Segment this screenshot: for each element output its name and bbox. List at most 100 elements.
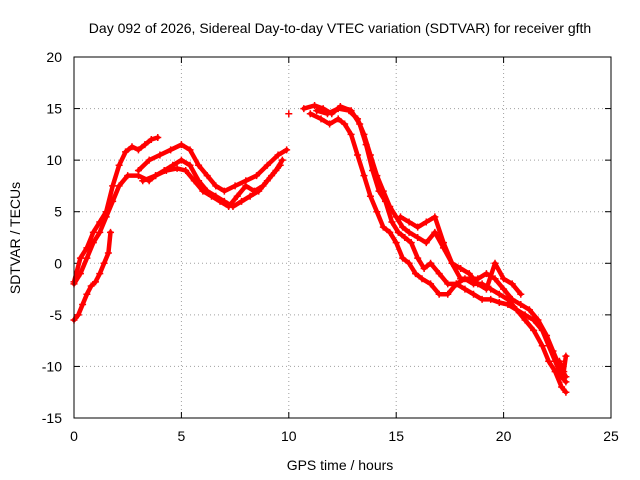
data-point xyxy=(354,151,362,159)
data-point xyxy=(177,156,185,164)
data-point xyxy=(274,151,282,159)
chart-title: Day 092 of 2026, Sidereal Day-to-day VTE… xyxy=(89,20,591,36)
series-track-d xyxy=(134,141,291,195)
data-point xyxy=(491,275,499,283)
data-point xyxy=(562,352,570,360)
data-point xyxy=(517,290,525,298)
data-point xyxy=(141,141,149,149)
data-point xyxy=(560,368,568,376)
data-point xyxy=(399,254,407,262)
data-point xyxy=(139,177,147,185)
data-point xyxy=(543,331,551,339)
data-point xyxy=(278,156,286,164)
data-point xyxy=(457,275,465,283)
series-trace xyxy=(301,103,569,385)
data-point xyxy=(478,295,486,303)
y-tick-label: 10 xyxy=(46,152,62,168)
data-point xyxy=(491,259,499,267)
data-point xyxy=(407,239,415,247)
data-point xyxy=(534,316,542,324)
data-point xyxy=(128,143,136,151)
data-point xyxy=(89,228,97,236)
data-point xyxy=(562,373,570,381)
data-point xyxy=(134,146,142,154)
data-point xyxy=(74,311,82,319)
data-point xyxy=(190,177,198,185)
data-point xyxy=(452,280,460,288)
data-point xyxy=(558,383,566,391)
series-track-g xyxy=(306,110,570,396)
plot-border xyxy=(73,56,612,419)
y-tick-label: -10 xyxy=(42,358,62,374)
data-point xyxy=(107,228,115,236)
plot-area xyxy=(70,101,570,396)
data-point xyxy=(147,136,155,144)
data-point xyxy=(373,172,381,180)
data-point xyxy=(96,270,104,278)
data-point xyxy=(360,172,368,180)
data-point xyxy=(182,166,190,174)
series-track-h xyxy=(313,105,570,381)
data-point xyxy=(439,239,447,247)
y-tick-label: 0 xyxy=(54,255,62,271)
data-point xyxy=(504,301,512,309)
data-point xyxy=(525,306,533,314)
data-point xyxy=(323,110,331,118)
data-point xyxy=(326,120,334,128)
data-point xyxy=(427,280,435,288)
data-point xyxy=(242,182,250,190)
data-point xyxy=(83,254,91,262)
data-point xyxy=(216,197,224,205)
data-point xyxy=(283,146,291,154)
data-point xyxy=(104,249,112,257)
data-point xyxy=(551,368,559,376)
data-point xyxy=(388,218,396,226)
data-point xyxy=(341,120,349,128)
data-point xyxy=(152,172,160,180)
data-point xyxy=(225,203,233,211)
data-point xyxy=(238,197,246,205)
data-point xyxy=(500,285,508,293)
data-point xyxy=(444,280,452,288)
data-point xyxy=(422,239,430,247)
data-point xyxy=(396,213,404,221)
data-point xyxy=(465,270,473,278)
data-point xyxy=(285,110,293,118)
y-axis-label: SDTVAR / TECUs xyxy=(7,182,23,294)
data-point xyxy=(300,105,308,113)
data-point xyxy=(444,290,452,298)
series-trace xyxy=(557,353,569,374)
data-point xyxy=(199,187,207,195)
data-point xyxy=(345,107,353,115)
data-point xyxy=(162,166,170,174)
series-trace xyxy=(71,230,113,323)
series-track-a xyxy=(70,133,162,286)
data-point xyxy=(405,218,413,226)
data-point xyxy=(195,161,203,169)
data-point xyxy=(109,182,117,190)
data-point xyxy=(173,164,181,172)
series-trace xyxy=(140,163,283,209)
data-point xyxy=(412,270,420,278)
data-point xyxy=(79,301,87,309)
data-point xyxy=(495,290,503,298)
data-point xyxy=(311,101,319,109)
data-point xyxy=(482,270,490,278)
data-point xyxy=(76,254,84,262)
data-point xyxy=(233,192,241,200)
data-point xyxy=(470,290,478,298)
data-point xyxy=(482,285,490,293)
data-point xyxy=(96,228,104,236)
data-point xyxy=(100,259,108,267)
data-point xyxy=(115,182,123,190)
data-point xyxy=(220,187,228,195)
data-point xyxy=(431,213,439,221)
data-point xyxy=(360,130,368,138)
data-point xyxy=(317,115,325,123)
x-tick-label: 25 xyxy=(603,428,619,444)
data-point xyxy=(405,259,413,267)
data-point xyxy=(435,290,443,298)
data-point xyxy=(102,213,110,221)
data-point xyxy=(366,192,374,200)
